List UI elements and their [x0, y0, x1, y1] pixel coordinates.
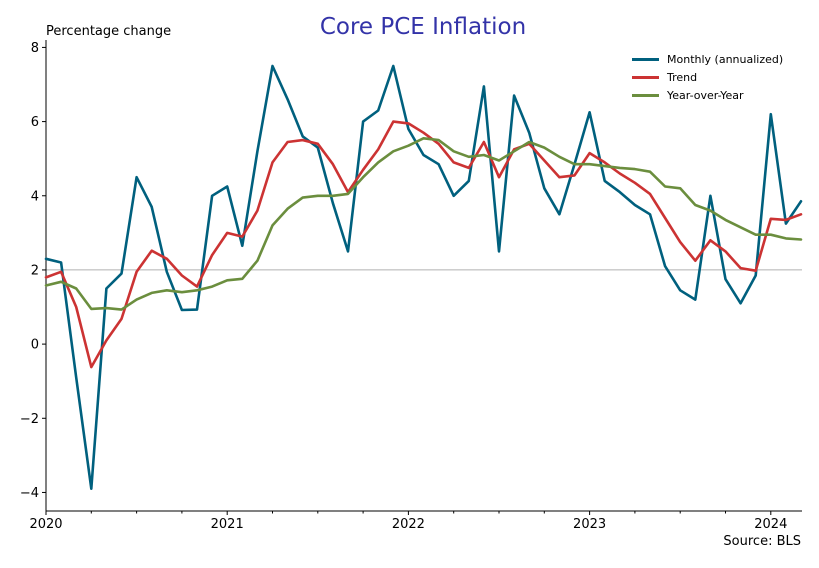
y-tick-label: −2: [20, 412, 39, 427]
y-tick-label: 0: [31, 338, 39, 353]
legend-label-yoy: Year-over-Year: [667, 88, 744, 102]
legend-item-yoy: Year-over-Year: [632, 86, 783, 104]
y-axis-label: Percentage change: [46, 24, 172, 39]
x-tick-label: 2024: [754, 517, 787, 532]
source-note: Source: BLS: [723, 534, 801, 549]
x-tick-label: 2022: [392, 517, 425, 532]
x-tick-label: 2023: [573, 517, 606, 532]
series-line-year-over-year: [44, 137, 803, 311]
legend-item-monthly: Monthly (annualized): [632, 50, 783, 68]
series-line-trend: [44, 120, 803, 369]
legend-swatch-trend: [632, 75, 659, 79]
y-tick-label: 8: [31, 41, 39, 56]
y-tick-label: 6: [31, 115, 39, 130]
chart-title: Core PCE Inflation: [319, 14, 527, 40]
y-tick-label: 4: [31, 189, 39, 204]
legend-label-monthly: Monthly (annualized): [667, 52, 784, 66]
x-tick-label: 2020: [29, 517, 62, 532]
legend-label-trend: Trend: [667, 70, 698, 84]
y-tick-label: 2: [31, 263, 39, 278]
legend-swatch-monthly: [632, 57, 659, 61]
chart-legend: Monthly (annualized) Trend Year-over-Yea…: [632, 50, 783, 104]
y-tick-label: −4: [20, 486, 39, 501]
legend-item-trend: Trend: [632, 68, 783, 86]
x-tick-label: 2021: [211, 517, 244, 532]
series-line-monthly-annualized: [44, 64, 803, 491]
legend-swatch-yoy: [632, 93, 659, 97]
